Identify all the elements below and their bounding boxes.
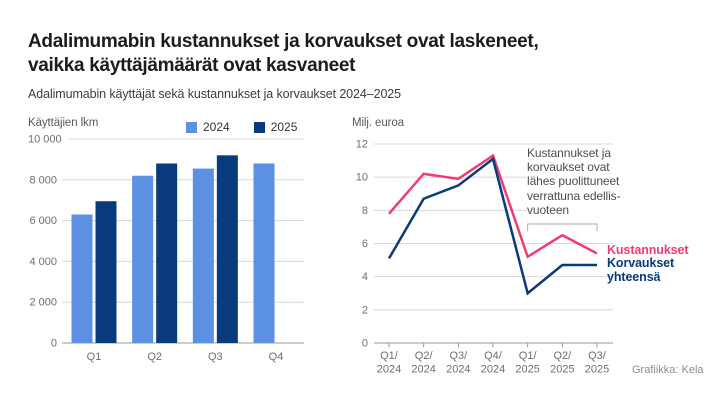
- annotation-bracket: [527, 223, 598, 231]
- x-tick-label: Q1/: [519, 350, 538, 362]
- series-label-korvaukset: Korvaukset yhteensä: [607, 256, 675, 284]
- y-tick-label: 10 000: [28, 134, 62, 146]
- legend-label-2025: 2025: [270, 120, 298, 134]
- y-tick-label: 2 000: [29, 297, 57, 309]
- bar-chart-axis-title: Käyttäjien lkm: [28, 117, 99, 129]
- x-tick-label: Q3/: [449, 350, 468, 362]
- annotation-line: Kustannukset ja: [527, 146, 611, 160]
- bar-2024-Q1: [71, 214, 93, 343]
- x-tick-label: 2024: [481, 364, 505, 376]
- bar-2024-Q3: [192, 168, 214, 343]
- legend: 2024 2025: [186, 120, 297, 134]
- credit-label: Grafiikka: Kela: [632, 364, 704, 376]
- annotation-line: vuoteen: [527, 202, 570, 217]
- x-tick-label: Q2/: [553, 350, 572, 362]
- y-tick-label: 8 000: [29, 174, 57, 186]
- bar-2025-Q1: [95, 201, 117, 343]
- y-tick-label: 6 000: [29, 215, 57, 227]
- y-tick-label: 8: [362, 205, 368, 217]
- bar-chart: 0 2 000 4 000 6 000 8 000 10 000 Q1 Q2 Q3 Q4: [28, 134, 304, 363]
- series-label-kustannukset: Kustannukset: [607, 243, 689, 257]
- y-tick-label: 4: [362, 271, 368, 283]
- page-title-line2: vaikka käyttäjämäärät ovat kasvaneet: [28, 55, 356, 76]
- x-tick-label: 2025: [585, 364, 609, 376]
- y-tick-label: 0: [362, 338, 368, 350]
- y-tick-label: 4 000: [29, 256, 57, 268]
- y-tick-label: 6: [362, 238, 368, 250]
- line-kustannukset: [388, 153, 598, 259]
- series-label-korvaukset-line1: Korvaukset: [607, 256, 675, 270]
- x-tick-label: 2024: [446, 364, 470, 376]
- line-chart: 0 2 4 6 8 10 12 Q1/2024 Q2/2024 Q3/2024 Q4/2024 Q1/…: [356, 139, 613, 376]
- x-tick-label: 2024: [377, 364, 401, 376]
- annotation-line: lähes puolittuneet: [527, 174, 620, 189]
- x-tick-label: 2024: [411, 364, 435, 376]
- x-tick-label: Q1: [87, 351, 102, 363]
- legend-item-2025: 2025: [253, 120, 298, 134]
- legend-swatch-2024: [186, 121, 197, 133]
- y-tick-label: 0: [51, 338, 57, 350]
- x-tick-label: Q4/: [484, 350, 503, 362]
- annotation-line: verrattuna edellis-: [527, 188, 621, 203]
- y-tick-label: 10: [356, 172, 368, 184]
- annotation-text: Kustannukset ja korvaukset ovat lähes pu…: [527, 146, 637, 218]
- line-chart-axis-title: Milj. euroa: [352, 117, 404, 129]
- y-tick-label: 12: [356, 139, 368, 151]
- x-tick-label: Q3: [208, 351, 223, 363]
- x-tick-label: Q3/: [588, 350, 607, 362]
- x-tick-label: Q2: [147, 351, 162, 363]
- series-label-korvaukset-line2: yhteensä: [607, 269, 661, 284]
- y-tick-label: 2: [362, 304, 368, 316]
- bar-2025-Q2: [156, 163, 178, 343]
- line-korvaukset-yhteensä: [387, 156, 598, 296]
- bar-2024-Q4: [253, 163, 275, 343]
- legend-item-2024: 2024: [186, 120, 230, 134]
- x-tick-label: Q4: [269, 351, 284, 363]
- legend-swatch-2025: [253, 121, 265, 133]
- x-tick-label: 2025: [515, 364, 539, 376]
- annotation-line: korvaukset ovat: [527, 160, 610, 175]
- subtitle: Adalimumabin käyttäjät sekä kustannukset…: [28, 87, 401, 101]
- x-tick-label: 2025: [550, 364, 574, 376]
- page-title-line1: Adalimumabin kustannukset ja korvaukset …: [28, 31, 539, 52]
- page-title: Adalimumabin kustannukset ja korvaukset …: [28, 30, 539, 78]
- x-tick-label: Q1/: [380, 350, 399, 362]
- bar-2025-Q3: [216, 155, 238, 343]
- x-tick-label: Q2/: [415, 350, 434, 362]
- bar-2024-Q2: [132, 175, 154, 343]
- legend-label-2024: 2024: [203, 120, 230, 134]
